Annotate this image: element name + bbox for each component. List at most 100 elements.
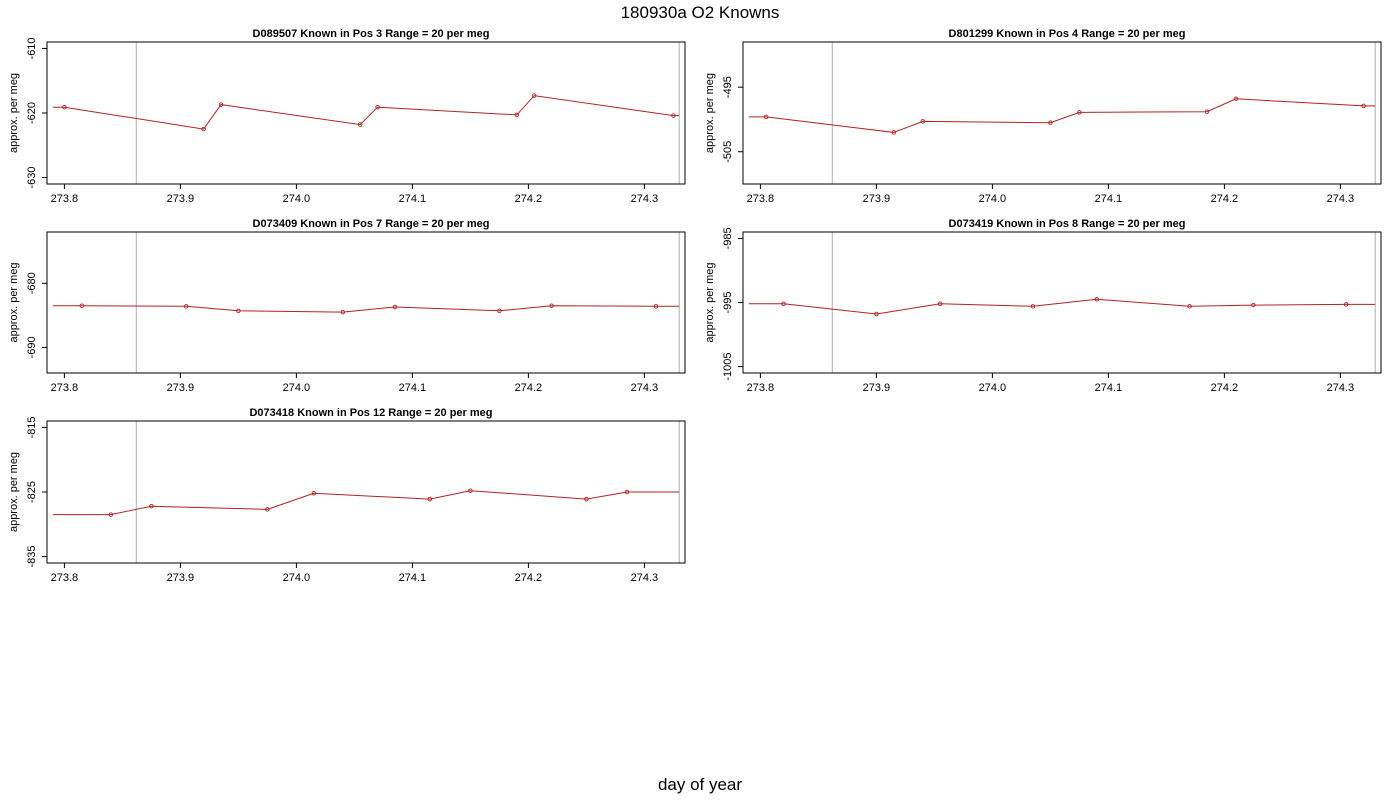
y-tick-label: -1005 — [722, 353, 734, 381]
series-line — [52, 490, 680, 516]
x-tick-label: 274.0 — [283, 572, 311, 584]
data-point — [891, 130, 897, 135]
data-point — [781, 301, 786, 307]
y-tick-label: -835 — [26, 546, 38, 568]
x-tick-label: 274.2 — [515, 572, 543, 584]
data-point — [671, 113, 676, 118]
data-point — [497, 308, 502, 314]
data-point — [218, 102, 224, 107]
x-axis-title: day of year — [657, 775, 743, 794]
plot-frame — [46, 231, 686, 374]
y-tick-label: -815 — [26, 416, 38, 438]
data-point — [357, 122, 363, 127]
data-point — [1077, 110, 1082, 115]
x-tick-label: 274.2 — [1211, 193, 1239, 205]
x-tick-label: 273.8 — [51, 382, 79, 394]
y-tick-label: -995 — [722, 291, 734, 313]
x-tick-label: 273.9 — [167, 382, 195, 394]
plot-frame — [742, 41, 1382, 185]
data-point — [311, 491, 317, 496]
data-point — [1094, 297, 1100, 302]
data-point — [763, 114, 769, 120]
x-tick-label: 273.9 — [167, 193, 195, 205]
data-point — [1251, 302, 1256, 308]
plot-frame — [46, 420, 686, 564]
data-point — [1030, 304, 1036, 309]
x-tick-label: 273.9 — [167, 572, 195, 584]
data-point — [265, 507, 270, 512]
data-point — [653, 304, 659, 309]
y-axis-label: approx. per meg — [8, 452, 20, 532]
y-tick-label: -495 — [722, 76, 734, 98]
y-tick-label: -985 — [722, 227, 734, 249]
x-tick-label: 273.8 — [51, 572, 79, 584]
data-point — [1233, 96, 1239, 102]
y-tick-label: -610 — [26, 37, 38, 59]
y-axis-label: approx. per meg — [704, 262, 716, 342]
panel-2: D801299 Known in Pos 4 Range = 20 per me… — [704, 28, 1382, 205]
data-point — [149, 503, 154, 509]
panel-title: D073409 Known in Pos 7 Range = 20 per me… — [253, 218, 490, 230]
data-point — [108, 512, 114, 517]
figure-title: 180930a O2 Knowns — [620, 3, 780, 22]
data-point — [468, 488, 473, 493]
data-point — [920, 119, 926, 124]
x-tick-label: 274.2 — [515, 193, 543, 205]
x-tick-label: 274.1 — [399, 572, 427, 584]
data-point — [340, 309, 346, 315]
panel-1: D089507 Known in Pos 3 Range = 20 per me… — [8, 28, 686, 205]
y-tick-label: -630 — [26, 167, 38, 189]
x-tick-label: 273.8 — [51, 193, 79, 205]
data-point — [549, 303, 554, 308]
x-tick-label: 273.9 — [863, 382, 891, 394]
x-tick-label: 273.9 — [863, 193, 891, 205]
x-tick-label: 274.0 — [979, 193, 1007, 205]
data-point — [62, 104, 67, 110]
panel-5: D073418 Known in Pos 12 Range = 20 per m… — [8, 407, 686, 584]
series-line — [748, 98, 1376, 133]
data-point — [624, 489, 630, 495]
y-axis-label: approx. per meg — [8, 262, 20, 342]
x-tick-label: 274.0 — [979, 382, 1007, 394]
x-tick-label: 274.1 — [399, 382, 427, 394]
x-tick-label: 274.3 — [1327, 193, 1355, 205]
x-tick-label: 274.2 — [515, 382, 543, 394]
data-point — [79, 303, 85, 308]
data-point — [584, 496, 589, 502]
x-tick-label: 274.3 — [631, 382, 659, 394]
series-line — [52, 95, 680, 130]
x-tick-label: 274.1 — [1095, 382, 1123, 394]
data-point — [937, 301, 943, 307]
x-tick-label: 274.3 — [631, 572, 659, 584]
panel-3: D073409 Known in Pos 7 Range = 20 per me… — [8, 218, 686, 394]
x-tick-label: 274.1 — [1095, 193, 1123, 205]
y-axis-label: approx. per meg — [704, 73, 716, 153]
y-tick-label: -690 — [26, 336, 38, 358]
data-point — [1187, 304, 1192, 309]
plot-frame — [742, 231, 1382, 374]
data-point — [183, 304, 189, 309]
panel-title: D089507 Known in Pos 3 Range = 20 per me… — [253, 28, 490, 40]
x-tick-label: 274.2 — [1211, 382, 1239, 394]
data-point — [1204, 109, 1210, 114]
panel-title: D073418 Known in Pos 12 Range = 20 per m… — [249, 407, 492, 419]
series-line — [748, 298, 1376, 315]
y-tick-label: -680 — [26, 272, 38, 294]
data-point — [375, 104, 380, 110]
plot-frame — [46, 41, 686, 185]
y-tick-label: -620 — [26, 102, 38, 124]
x-tick-label: 274.1 — [399, 193, 427, 205]
x-tick-label: 274.0 — [283, 382, 311, 394]
y-axis-label: approx. per meg — [8, 73, 20, 153]
x-tick-label: 273.8 — [747, 382, 775, 394]
y-tick-label: -505 — [722, 141, 734, 163]
x-tick-label: 274.3 — [1327, 382, 1355, 394]
x-tick-label: 273.8 — [747, 193, 775, 205]
x-tick-label: 274.3 — [631, 193, 659, 205]
x-tick-label: 274.0 — [283, 193, 311, 205]
panel-4: D073419 Known in Pos 8 Range = 20 per me… — [704, 218, 1382, 394]
data-point — [236, 308, 241, 314]
data-point — [1343, 302, 1349, 307]
series-line — [52, 305, 680, 313]
